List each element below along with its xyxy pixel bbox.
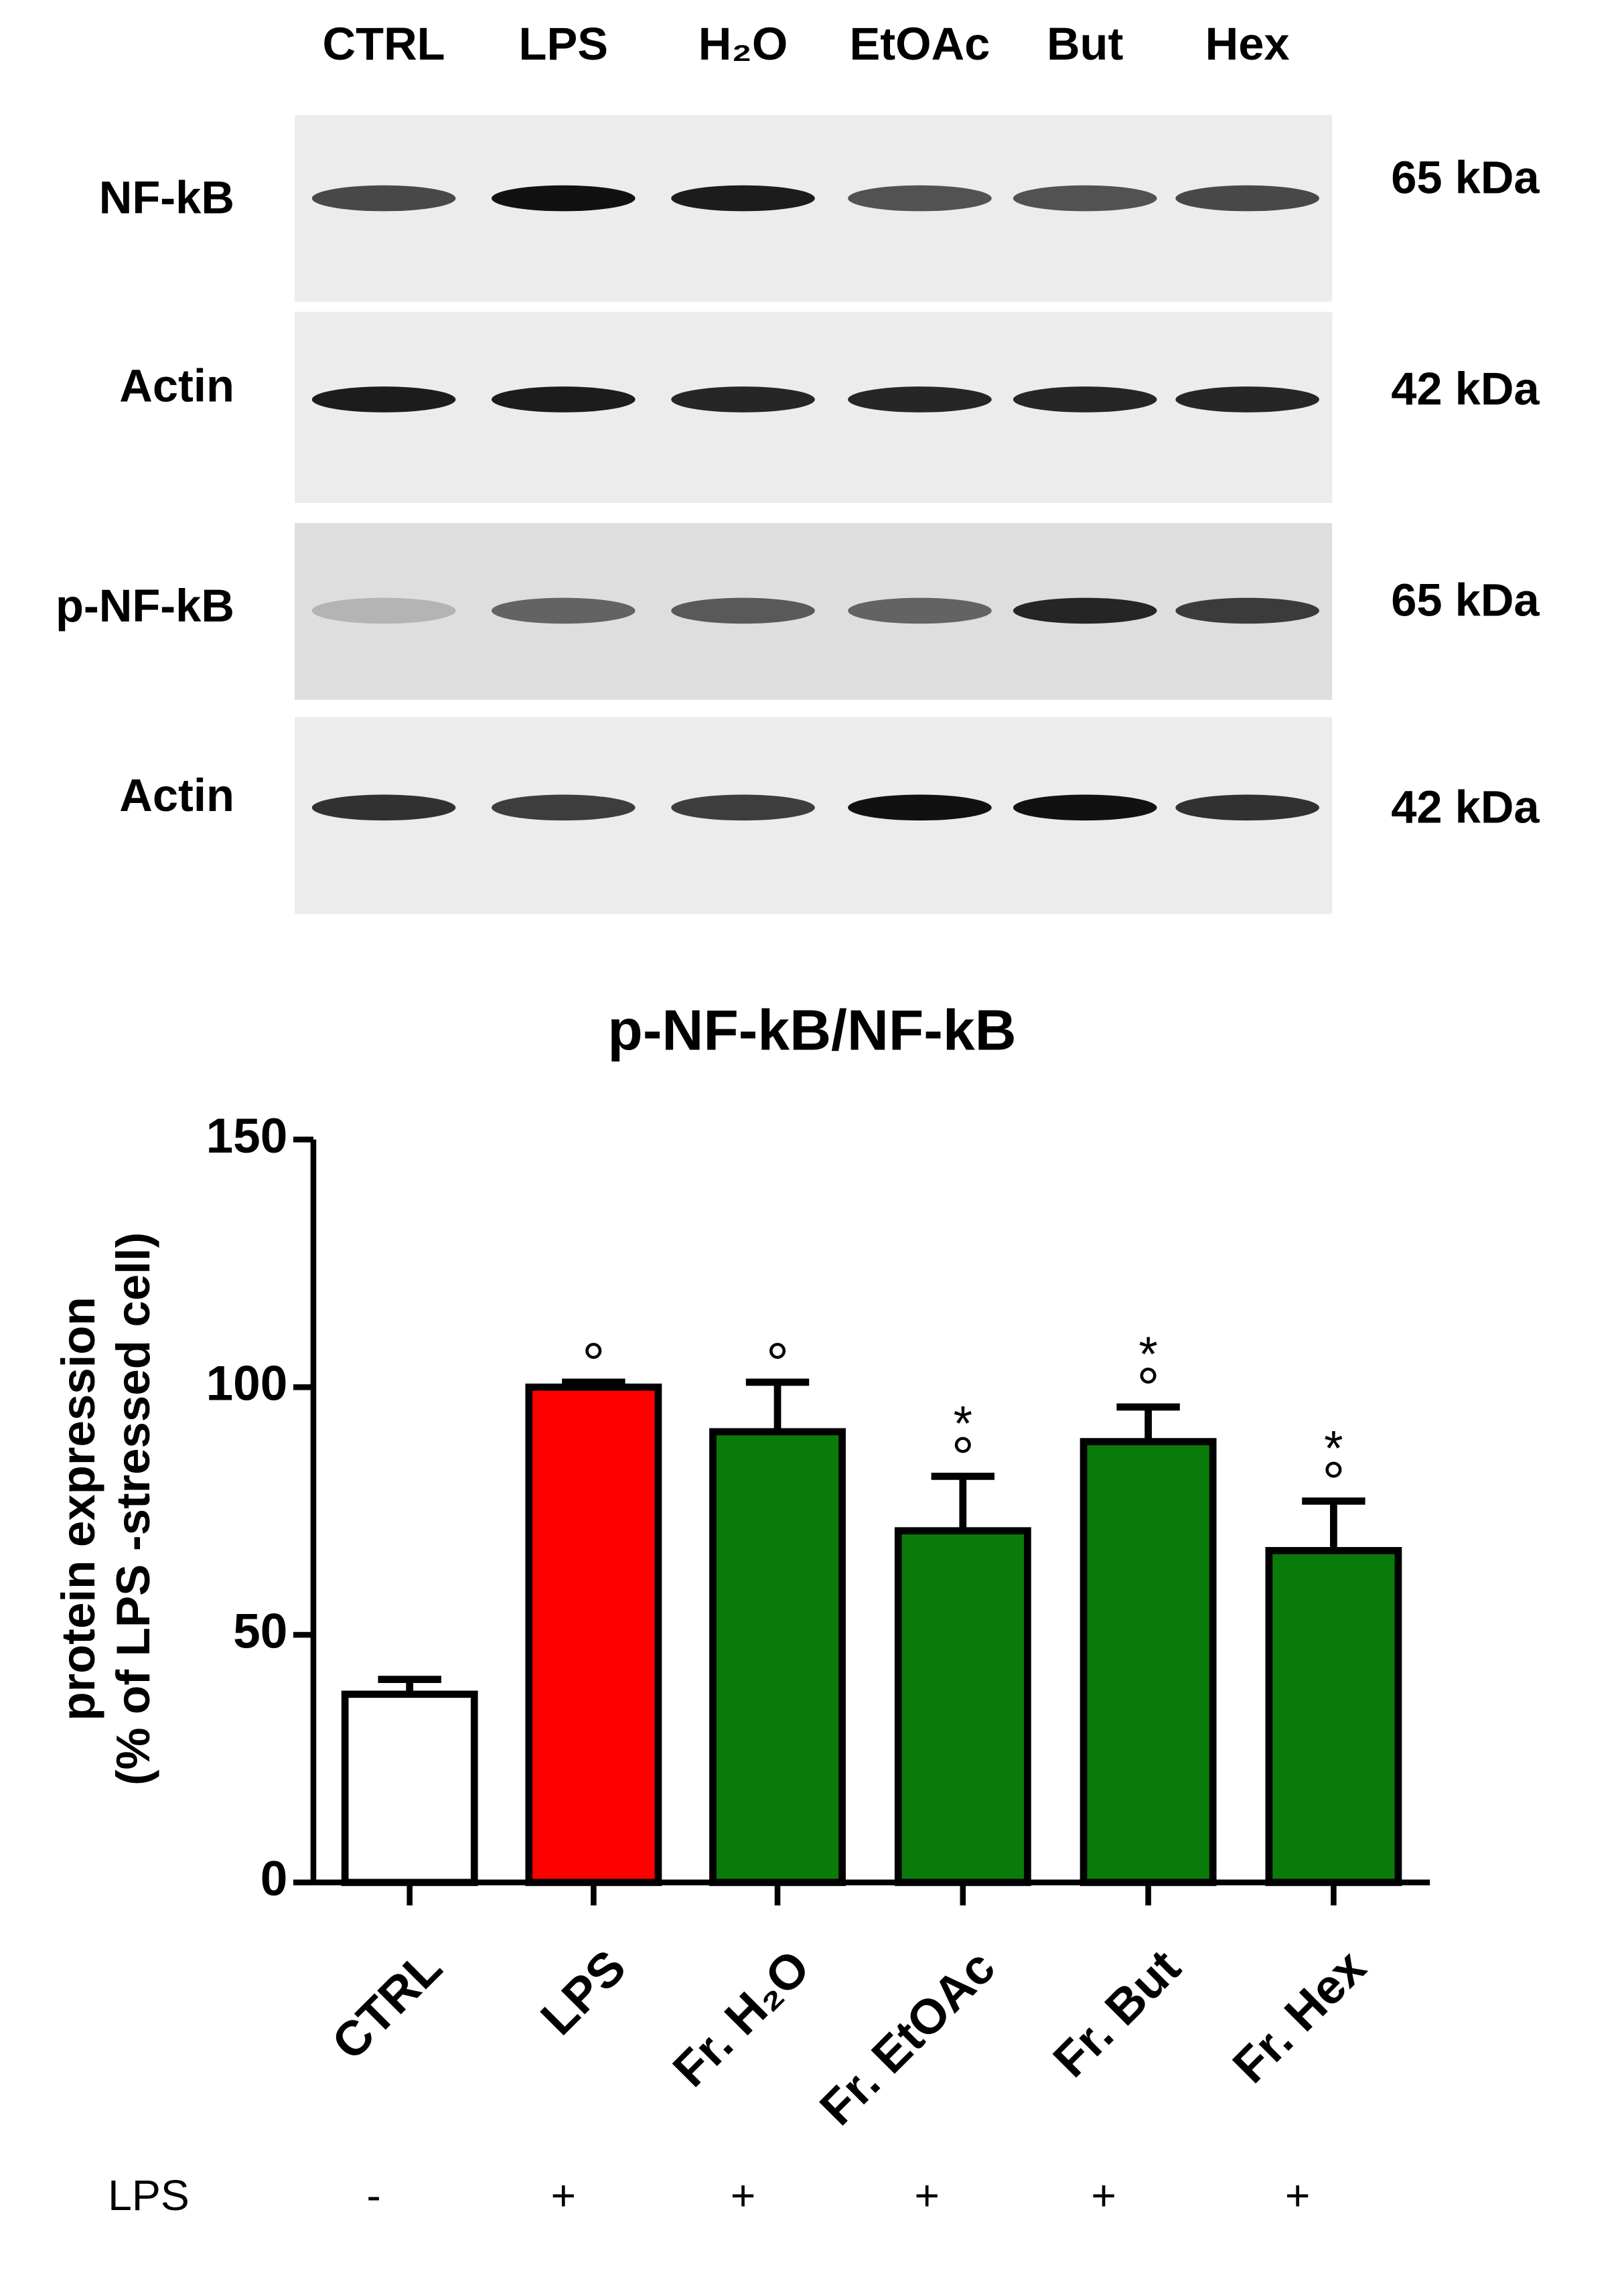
blot-band [848,185,992,212]
blot-band [1013,597,1157,624]
x-tick-label: LPS [530,1939,636,2045]
significance-circle: ° [1322,1451,1345,1515]
blot-row-label: Actin [119,360,234,412]
blot-band [492,597,636,624]
y-label-line: protein expression [52,1297,105,1721]
significance-star: * [1138,1327,1157,1382]
treatment-value: + [1091,2171,1116,2219]
significance-star: * [954,1397,972,1451]
blot-band [1175,794,1319,821]
significance-circle: ° [582,1331,605,1396]
blot-band [1175,386,1319,413]
lane-label: H₂O [698,18,788,70]
blot-band [671,386,815,413]
lane-label: But [1047,18,1124,70]
blot-band [848,794,992,821]
significance-circle: ° [766,1331,789,1396]
blot-band [311,386,456,413]
lane-label: EtOAc [850,18,990,70]
blot-band [311,185,456,212]
blot-band [1013,185,1157,212]
treatment-value: + [914,2171,940,2219]
blot-band [671,794,815,821]
blot-size-label: 65 kDa [1391,574,1540,626]
x-tick-label: Fr. Hex [1223,1939,1377,2094]
lane-label: Hex [1205,18,1290,70]
blot-band [1013,386,1157,413]
lane-label: CTRL [323,18,445,70]
x-tick-label: Fr. EtOAc [810,1939,1005,2135]
y-tick-label: 100 [206,1357,288,1411]
bar [525,1383,662,1887]
treatment-label: LPS [108,2171,190,2219]
treatment-value: + [551,2171,577,2219]
y-label-line: (% of LPS -stressed cell) [107,1232,160,1785]
x-tick-label: Fr. H₂O [663,1939,820,2097]
y-tick-label: 150 [206,1109,288,1163]
blot-band [311,794,456,821]
x-tick-label: CTRL [321,1939,452,2070]
blot-size-label: 42 kDa [1391,363,1540,415]
significance-circle: ° [952,1426,974,1490]
y-tick-label: 50 [233,1604,287,1658]
chart-title: p-NF-kB/NF-kB [607,999,1016,1063]
blot-panel [295,717,1333,914]
blot-band [671,185,815,212]
treatment-value: - [366,2171,380,2219]
blot-band [1013,794,1157,821]
blot-band [848,386,992,413]
blot-size-label: 42 kDa [1391,781,1540,832]
x-tick-label: Fr. But [1043,1939,1191,2088]
blot-panel [295,311,1333,503]
treatment-value: + [731,2171,756,2219]
significance-circle: ° [1136,1356,1159,1420]
blot-band [1175,185,1319,212]
blot-band [671,597,815,624]
bar [341,1690,478,1887]
treatment-value: + [1285,2171,1311,2219]
blot-row-label: Actin [119,770,234,821]
blot-band [492,386,636,413]
bar [1265,1546,1402,1887]
blot-row-label: NF-kB [99,172,234,224]
y-tick-label: 0 [261,1852,288,1906]
y-axis-title: protein expression (% of LPS -stressed c… [52,1232,160,1785]
blot-panel [295,115,1333,302]
blot-band [1175,597,1319,624]
bar [894,1527,1031,1887]
blot-row-label: p-NF-kB [56,580,234,632]
blot-band [848,597,992,624]
bar [1080,1438,1217,1887]
blot-size-label: 65 kDa [1391,151,1540,203]
blot-band [492,185,636,212]
blot-band [492,794,636,821]
bar [709,1428,846,1887]
lane-label: LPS [519,18,609,70]
blot-band [311,597,456,624]
significance-star: * [1324,1422,1343,1476]
